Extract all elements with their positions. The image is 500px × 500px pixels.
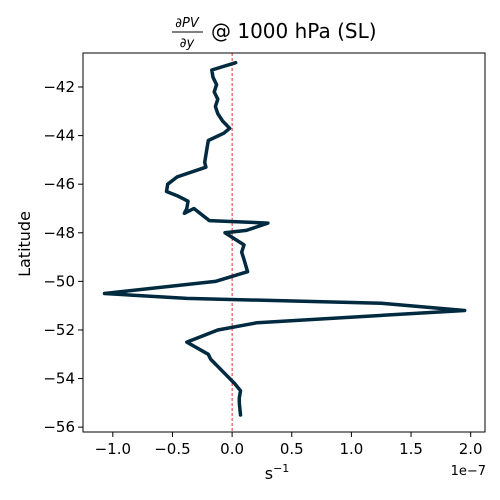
- title-text: @ 1000 hPa (SL): [211, 19, 377, 43]
- y-tick-label: −54: [43, 370, 75, 388]
- y-tick-label: −52: [43, 321, 75, 339]
- x-offset-label: 1e−7: [451, 464, 486, 479]
- y-tick-label: −56: [43, 418, 75, 436]
- chart-title: ∂PV ∂y @ 1000 hPa (SL): [172, 16, 377, 51]
- x-tick-label: 2.0: [459, 440, 483, 458]
- x-axis-ticks: −1.0 −0.5 0.0 0.5 1.0 1.5 2.0: [95, 432, 483, 458]
- x-tick-label: 1.0: [339, 440, 363, 458]
- plot-frame: [82, 52, 486, 433]
- x-tick-label: 1.5: [399, 440, 423, 458]
- y-tick-label: −50: [43, 272, 75, 290]
- title-numerator: ∂PV: [175, 16, 200, 31]
- y-tick-label: −48: [43, 224, 75, 242]
- x-tick-label: −0.5: [154, 440, 190, 458]
- y-tick-label: −44: [43, 127, 75, 145]
- y-tick-label: −42: [43, 78, 75, 96]
- y-tick-label: −46: [43, 175, 75, 193]
- x-axis-label: s−1: [265, 462, 290, 483]
- x-axis-label-exponent: −1: [273, 462, 289, 475]
- y-axis-ticks: −42 −44 −46 −48 −50 −52 −54 −56: [43, 78, 83, 436]
- title-denominator: ∂y: [180, 36, 195, 51]
- x-tick-label: −1.0: [95, 440, 131, 458]
- x-tick-label: 0.0: [220, 440, 244, 458]
- plot-area: [102, 53, 467, 432]
- x-axis-label-base: s: [265, 464, 273, 483]
- series-line-0: [102, 60, 467, 417]
- x-tick-label: 0.5: [280, 440, 304, 458]
- y-axis-label: Latitude: [15, 211, 34, 277]
